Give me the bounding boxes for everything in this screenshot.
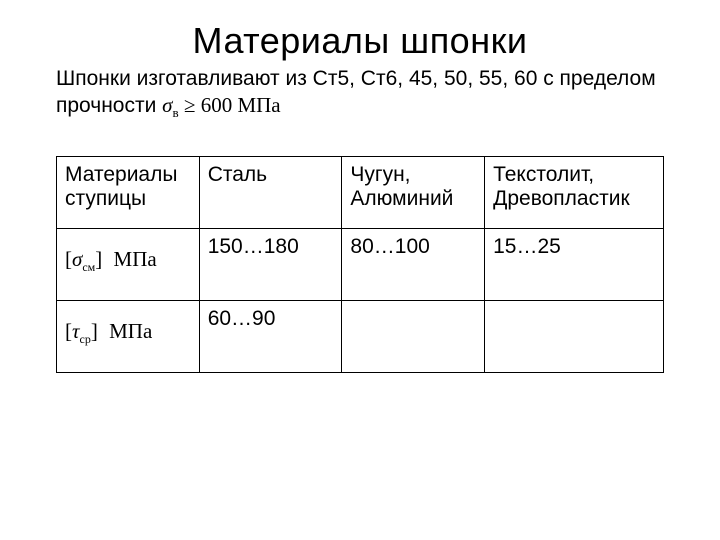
bracket-open: [ (65, 319, 72, 343)
sigma-unit: МПа (114, 247, 157, 271)
header-cell: Чугун, Алюминий (342, 156, 485, 228)
table-row: [τср] МПа 60…90 (57, 300, 664, 372)
tau-symbol: τ (72, 319, 80, 343)
table-row: [σсм] МПа 150…180 80…100 15…25 (57, 228, 664, 300)
header-cell: Текстолит, Древопластик (485, 156, 664, 228)
table-cell: 60…90 (199, 300, 342, 372)
bracket-close: ] (95, 247, 102, 271)
relation: ≥ 600 (179, 93, 238, 117)
header-cell: Сталь (199, 156, 342, 228)
lead-formula: σв ≥ 600 МПа (162, 93, 280, 117)
page-title: Материалы шпонки (56, 20, 664, 62)
table-cell (485, 300, 664, 372)
sigma-sm-sub: см (82, 260, 95, 274)
sigma-sm-symbol: σ (72, 247, 82, 271)
tau-sub: ср (80, 332, 91, 346)
table-cell: 80…100 (342, 228, 485, 300)
lead-unit: МПа (237, 93, 280, 117)
lead-text: Шпонки изготавливают из Ст5, Ст6, 45, 50… (56, 67, 656, 117)
header-cell: Материалы ступицы (57, 156, 200, 228)
row-label-sigma: [σсм] МПа (57, 228, 200, 300)
materials-table: Материалы ступицы Сталь Чугун, Алюминий … (56, 156, 664, 373)
lead-paragraph: Шпонки изготавливают из Ст5, Ст6, 45, 50… (56, 66, 664, 122)
bracket-open: [ (65, 247, 72, 271)
row-label-tau: [τср] МПа (57, 300, 200, 372)
sigma-symbol: σ (162, 93, 172, 117)
table-cell: 150…180 (199, 228, 342, 300)
tau-unit: МПа (109, 319, 152, 343)
table-cell: 15…25 (485, 228, 664, 300)
table-cell (342, 300, 485, 372)
slide: Материалы шпонки Шпонки изготавливают из… (0, 0, 720, 540)
table-header-row: Материалы ступицы Сталь Чугун, Алюминий … (57, 156, 664, 228)
bracket-close: ] (91, 319, 98, 343)
